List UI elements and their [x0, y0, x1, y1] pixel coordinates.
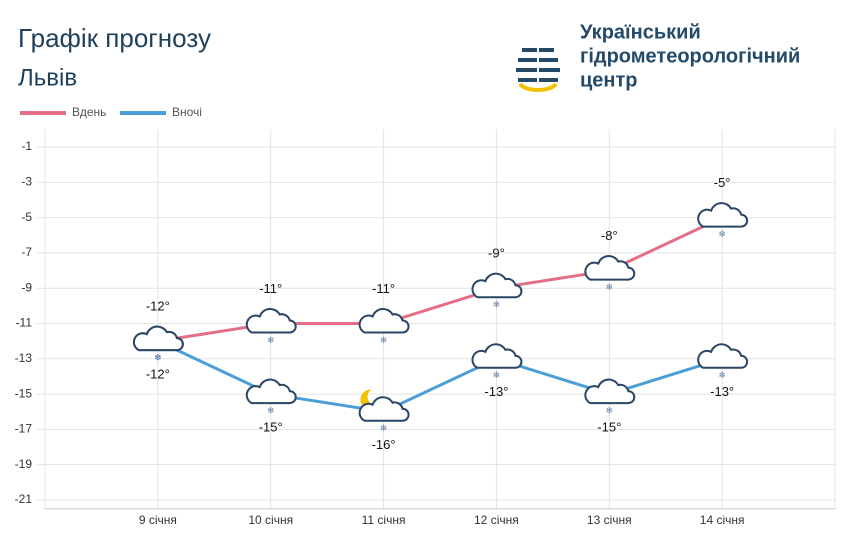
cloud-icon	[584, 255, 636, 281]
legend-label: Вдень	[72, 105, 106, 119]
data-label: -15°	[259, 420, 283, 435]
series-line	[157, 339, 723, 414]
logo-icon	[516, 26, 560, 92]
y-tick-label: -7	[21, 245, 32, 259]
x-tick-label: 9 січня	[139, 513, 177, 527]
weather-icon: ❄	[245, 308, 297, 345]
snow-icon: ❄	[493, 370, 501, 380]
data-label: -11°	[259, 281, 282, 296]
weather-icon: ❄	[584, 255, 636, 292]
y-tick-label: -15	[15, 386, 33, 400]
logo-text: центр	[580, 69, 638, 91]
y-tick-label: -17	[15, 422, 33, 436]
cloud-icon	[471, 343, 523, 369]
cloud-icon	[132, 325, 184, 352]
cloud-icon	[584, 378, 636, 405]
y-tick-label: -11	[16, 316, 33, 330]
snow-icon: ❄	[154, 353, 162, 363]
logo-text: Український	[580, 21, 701, 43]
cloud-icon	[697, 202, 749, 228]
y-tick-label: -1	[21, 139, 32, 153]
snow-icon: ❄	[606, 405, 614, 415]
logo-text: гідрометеорологічний	[580, 45, 800, 67]
weather-icon: ❄	[471, 343, 523, 380]
y-tick-label: -19	[15, 457, 33, 471]
weather-icon: ❄	[358, 389, 410, 433]
snow-icon: ❄	[380, 335, 388, 345]
x-tick-label: 11 січня	[362, 513, 406, 527]
weather-icon: ❄	[471, 272, 523, 310]
data-label: -13°	[484, 384, 508, 399]
cloud-icon	[245, 378, 297, 405]
data-label: -12°	[146, 367, 170, 382]
snow-icon: ❄	[267, 405, 275, 415]
snow-icon: ❄	[380, 423, 388, 433]
chart-title: Графік прогнозу	[18, 23, 211, 53]
x-tick-label: 12 січня	[474, 513, 519, 527]
x-tick-label: 10 січня	[248, 513, 293, 527]
series-line	[157, 216, 723, 343]
cloud-icon	[358, 396, 410, 422]
weather-icon: ❄	[697, 343, 749, 380]
snow-icon: ❄	[718, 229, 726, 239]
cloud-icon	[358, 308, 410, 334]
data-label: -13°	[710, 384, 734, 399]
snow-icon: ❄	[606, 282, 614, 292]
cloud-icon	[471, 272, 523, 299]
snow-icon: ❄	[267, 335, 275, 345]
data-label: -5°	[714, 175, 731, 190]
data-label: -16°	[372, 437, 396, 452]
snow-icon: ❄	[718, 370, 726, 380]
weather-icon: ❄	[132, 325, 184, 363]
y-tick-label: -9	[21, 280, 32, 294]
cloud-icon	[245, 308, 297, 334]
data-label: -12°	[146, 299, 170, 314]
legend-label: Вночі	[172, 105, 202, 119]
y-tick-label: -13	[15, 351, 33, 365]
chart-subtitle: Львів	[18, 64, 77, 91]
snow-icon: ❄	[493, 300, 501, 310]
y-tick-label: -21	[15, 492, 33, 506]
snow-icon: ❄	[154, 353, 162, 363]
data-label: -9°	[488, 246, 505, 261]
weather-icon: ❄	[584, 378, 636, 415]
cloud-icon	[697, 343, 749, 369]
weather-icon: ❄	[358, 308, 410, 345]
data-label: -15°	[597, 420, 621, 435]
data-label: -8°	[601, 228, 618, 243]
y-tick-label: -3	[21, 175, 32, 189]
y-tick-label: -5	[21, 210, 32, 224]
data-label: -11°	[372, 281, 395, 296]
x-tick-label: 14 січня	[700, 513, 745, 527]
weather-icon: ❄	[245, 378, 297, 415]
x-tick-label: 13 січня	[587, 513, 632, 527]
weather-icon: ❄	[697, 202, 749, 239]
